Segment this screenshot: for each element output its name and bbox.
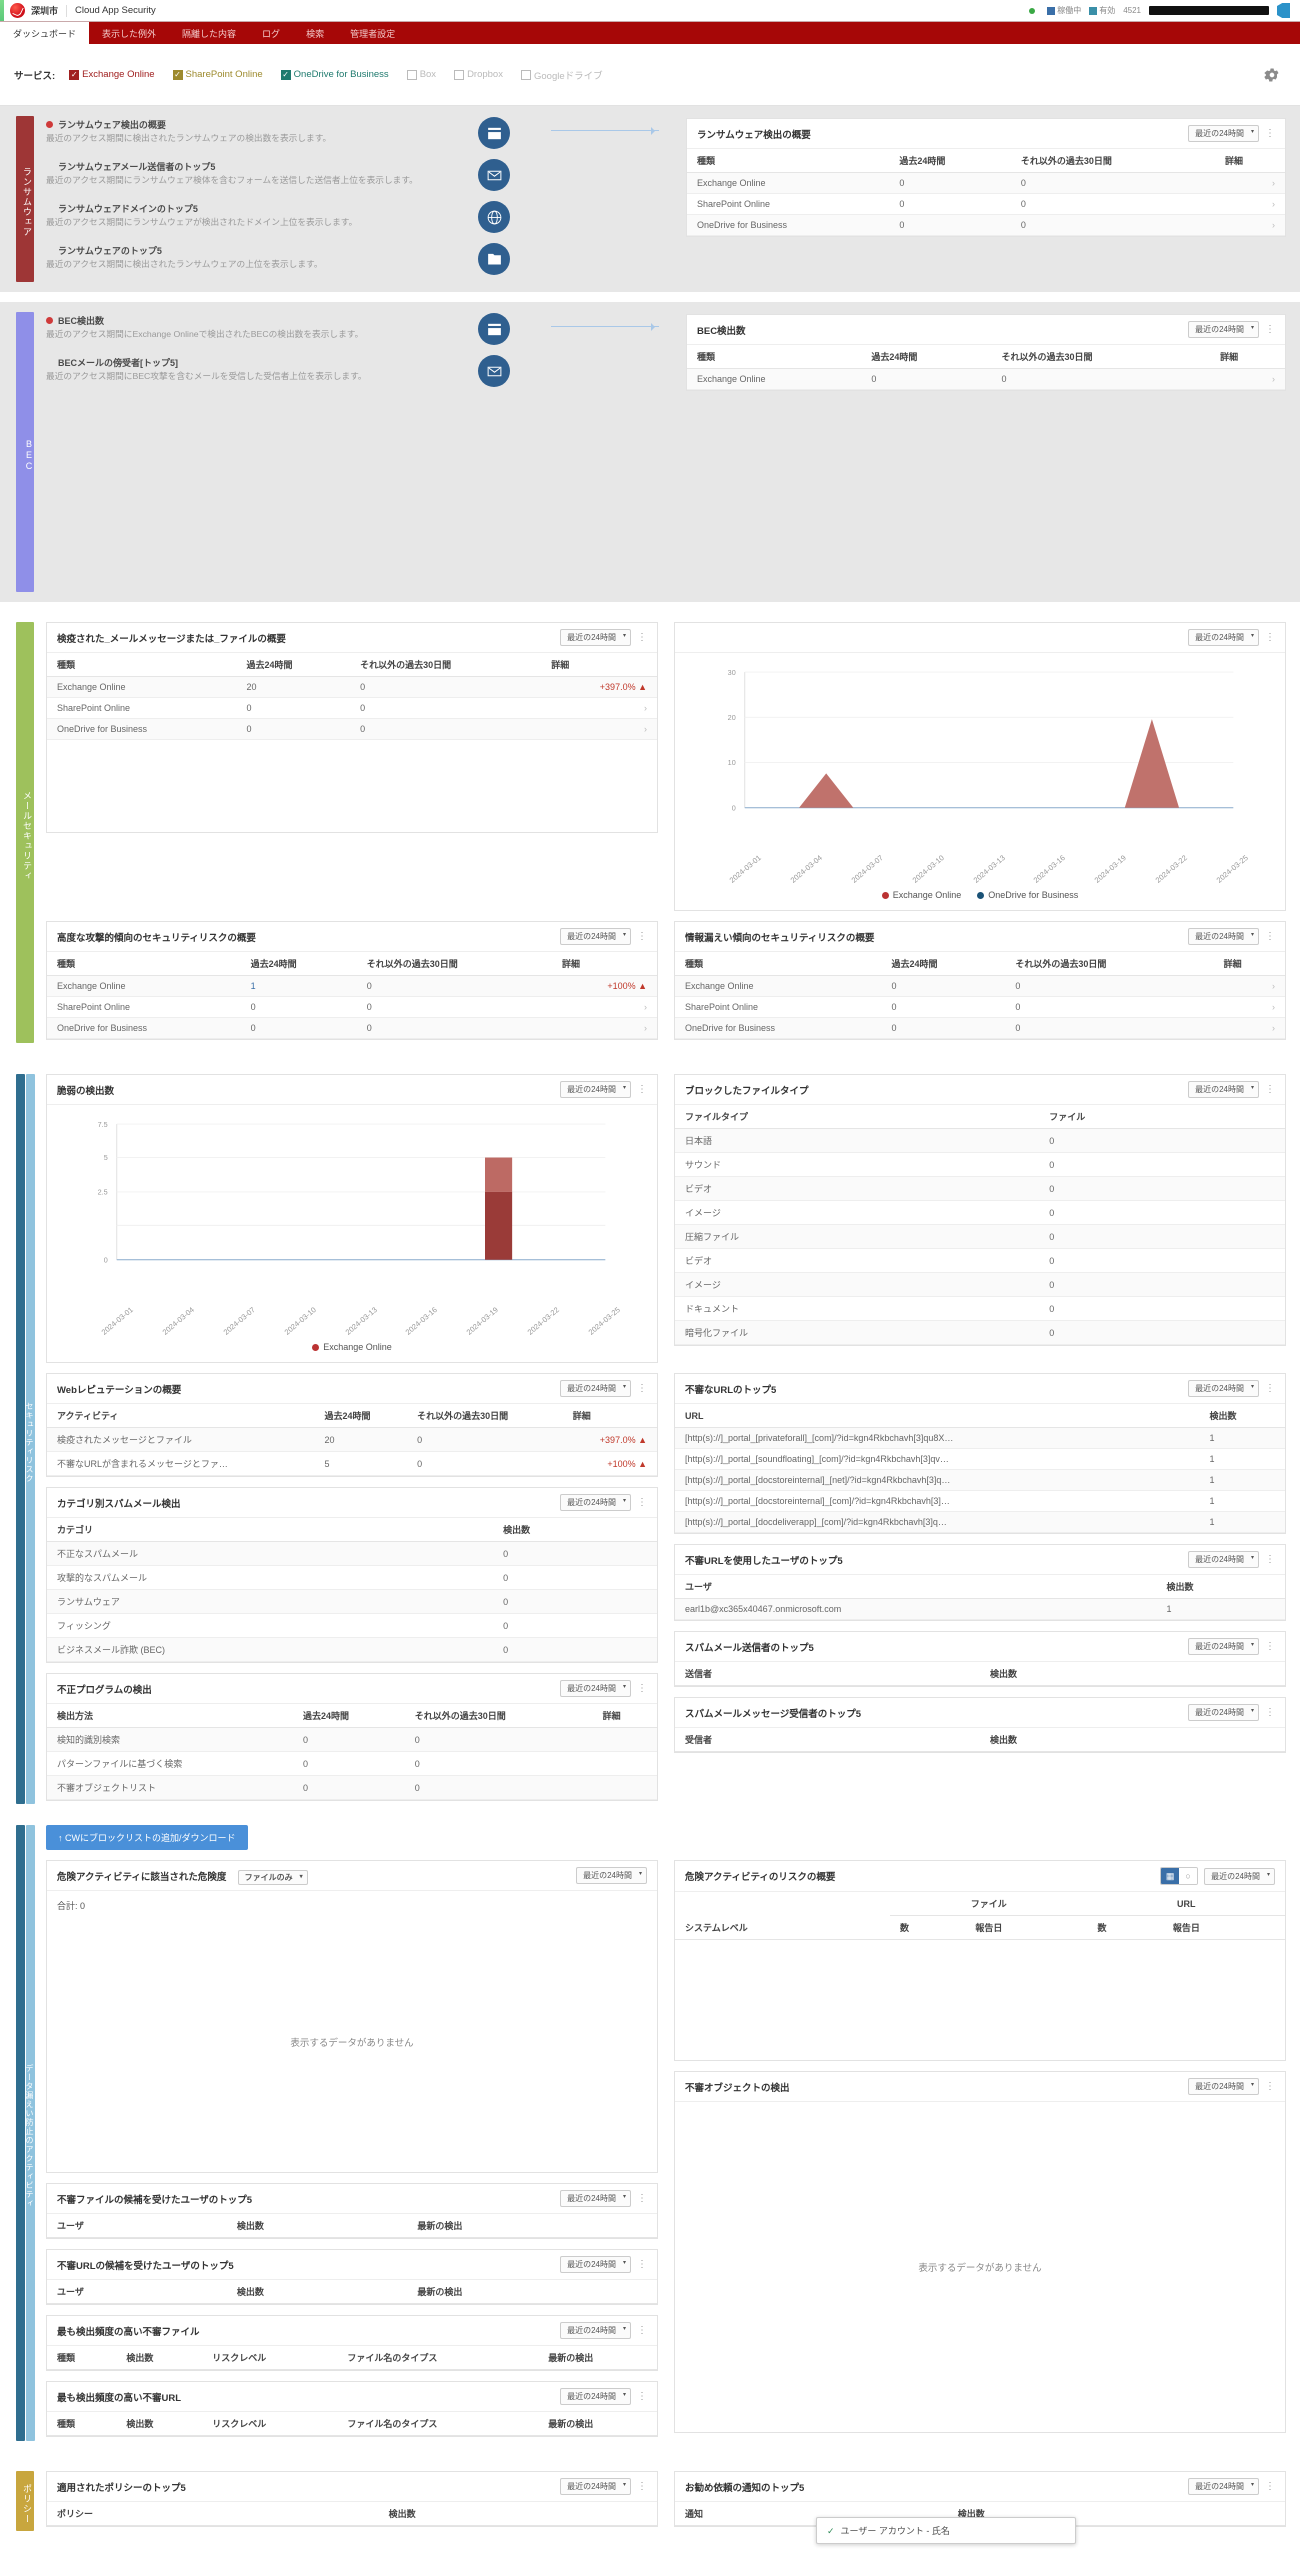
svg-text:30: 30: [728, 668, 736, 677]
svg-text:0: 0: [104, 1255, 108, 1264]
svg-text:0: 0: [732, 803, 736, 812]
svg-text:20: 20: [728, 713, 736, 722]
svg-text:5: 5: [104, 1153, 108, 1162]
svg-text:10: 10: [728, 758, 736, 767]
svg-text:7.5: 7.5: [98, 1120, 108, 1129]
svg-text:2.5: 2.5: [98, 1188, 108, 1197]
